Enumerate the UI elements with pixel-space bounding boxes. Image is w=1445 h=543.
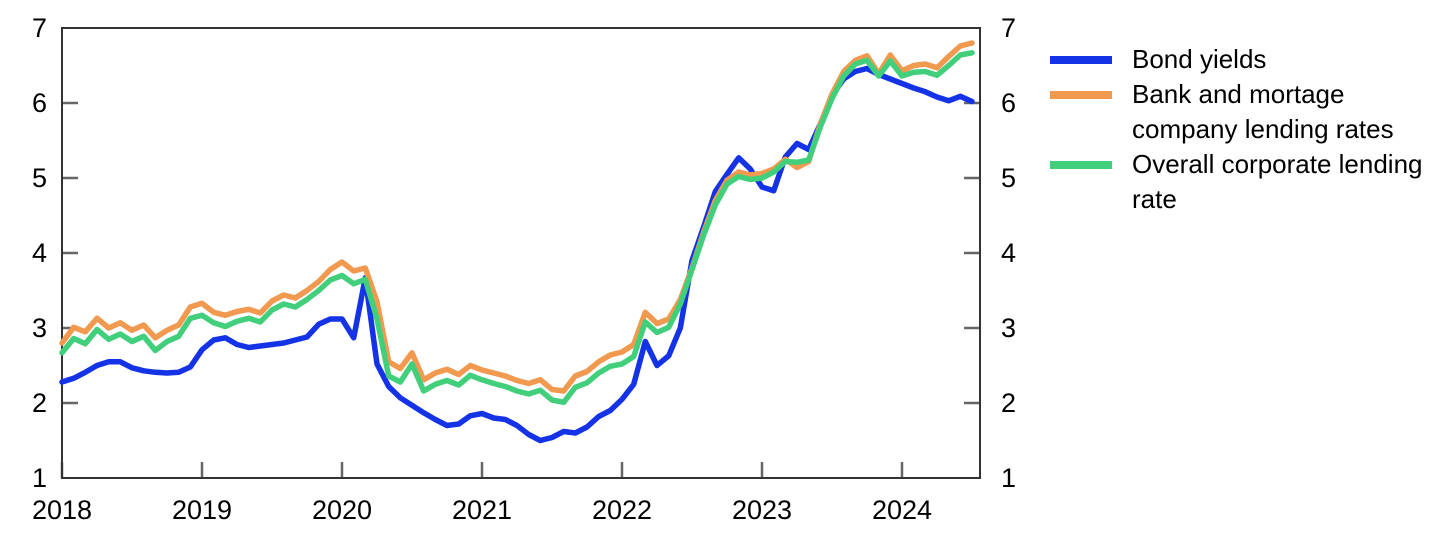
- y-axis-label-left: 5: [32, 163, 47, 193]
- legend-swatch-bond-yields-icon: [1050, 56, 1112, 64]
- series-line-bond-yields: [59, 65, 975, 444]
- x-axis-label: 2019: [172, 495, 232, 525]
- y-axis-label-left: 4: [32, 238, 47, 268]
- legend-swatch-corporate-lending-rate-icon: [1050, 161, 1112, 169]
- legend-item-bank-mortage-rates: Bank and mortage company lending rates: [1050, 77, 1440, 147]
- y-axis-label-right: 7: [1001, 13, 1016, 43]
- x-axis-label: 2020: [312, 495, 372, 525]
- y-axis-label-left: 2: [32, 388, 47, 418]
- series-line-overall-corporate-lending-rate: [59, 50, 975, 406]
- legend: Bond yields Bank and mortage company len…: [1050, 42, 1440, 217]
- y-axis-label-left: 6: [32, 88, 47, 118]
- legend-label-bond-yields: Bond yields: [1132, 44, 1267, 74]
- x-axis-label: 2021: [452, 495, 512, 525]
- y-axis-label-left: 3: [32, 313, 47, 343]
- legend-item-corporate-lending-rate: Overall corporate lending rate: [1050, 147, 1440, 217]
- y-axis-label-left: 7: [32, 13, 47, 43]
- x-axis-label: 2023: [732, 495, 792, 525]
- x-axis-label: 2024: [872, 495, 932, 525]
- legend-label-bank-mortage-rates: Bank and mortage company lending rates: [1132, 79, 1394, 144]
- legend-swatch-bank-mortage-rates-icon: [1050, 91, 1112, 99]
- y-axis-label-right: 1: [1001, 463, 1016, 493]
- legend-item-bond-yields: Bond yields: [1050, 42, 1440, 77]
- y-axis-label-left: 1: [32, 463, 47, 493]
- y-axis-label-right: 2: [1001, 388, 1016, 418]
- y-axis-label-right: 4: [1001, 238, 1016, 268]
- x-axis-label: 2018: [32, 495, 92, 525]
- y-axis-label-right: 6: [1001, 88, 1016, 118]
- plot-frame: [61, 27, 981, 479]
- y-axis-label-right: 5: [1001, 163, 1016, 193]
- x-axis-label: 2022: [592, 495, 652, 525]
- y-axis-label-right: 3: [1001, 313, 1016, 343]
- legend-label-corporate-lending-rate: Overall corporate lending rate: [1132, 149, 1423, 214]
